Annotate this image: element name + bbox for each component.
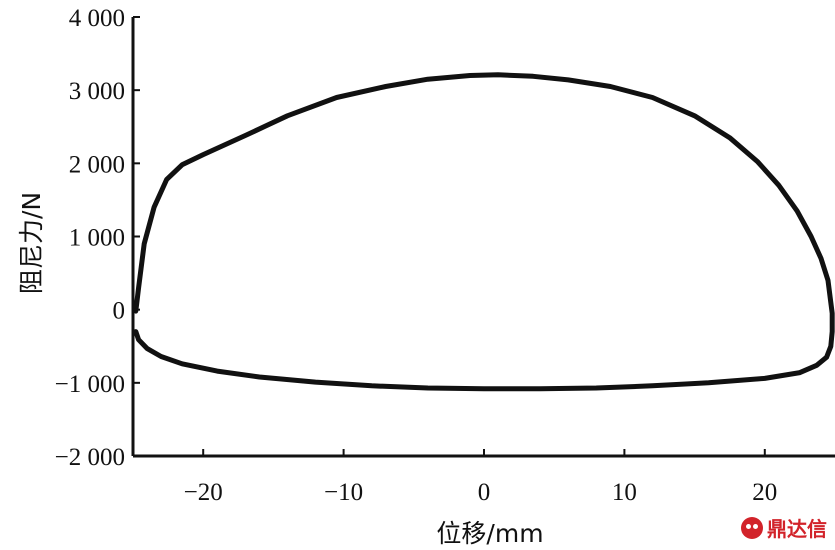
y-tick-label: −1 000 xyxy=(55,371,125,398)
watermark-text: 鼎达信 xyxy=(767,517,827,541)
x-tick-label: −10 xyxy=(324,479,363,506)
y-axis-ticks: 4 000 3 000 2 000 1 000 0 −1 000 −2 000 xyxy=(55,5,140,471)
x-axis-title: 位移/mm xyxy=(436,519,543,548)
x-tick-label: −20 xyxy=(184,479,223,506)
y-axis-title: 阻尼力/N xyxy=(17,192,46,294)
plot-area xyxy=(131,17,835,458)
x-tick-label: 0 xyxy=(478,479,491,506)
y-tick-label: 1 000 xyxy=(69,225,125,252)
damping-force-curve xyxy=(133,72,835,392)
y-tick-label: 0 xyxy=(113,298,126,325)
x-tick-label: 20 xyxy=(752,479,777,506)
logo-icon xyxy=(741,516,763,539)
x-axis-ticks: −20 −10 0 10 20 xyxy=(184,449,777,506)
y-tick-label: 2 000 xyxy=(69,151,125,178)
y-tick-label: 3 000 xyxy=(69,78,125,105)
x-tick-label: 10 xyxy=(612,479,637,506)
y-tick-label: 4 000 xyxy=(69,5,125,32)
watermark-logo: 鼎达信 xyxy=(741,513,827,542)
y-tick-label: −2 000 xyxy=(55,444,125,471)
